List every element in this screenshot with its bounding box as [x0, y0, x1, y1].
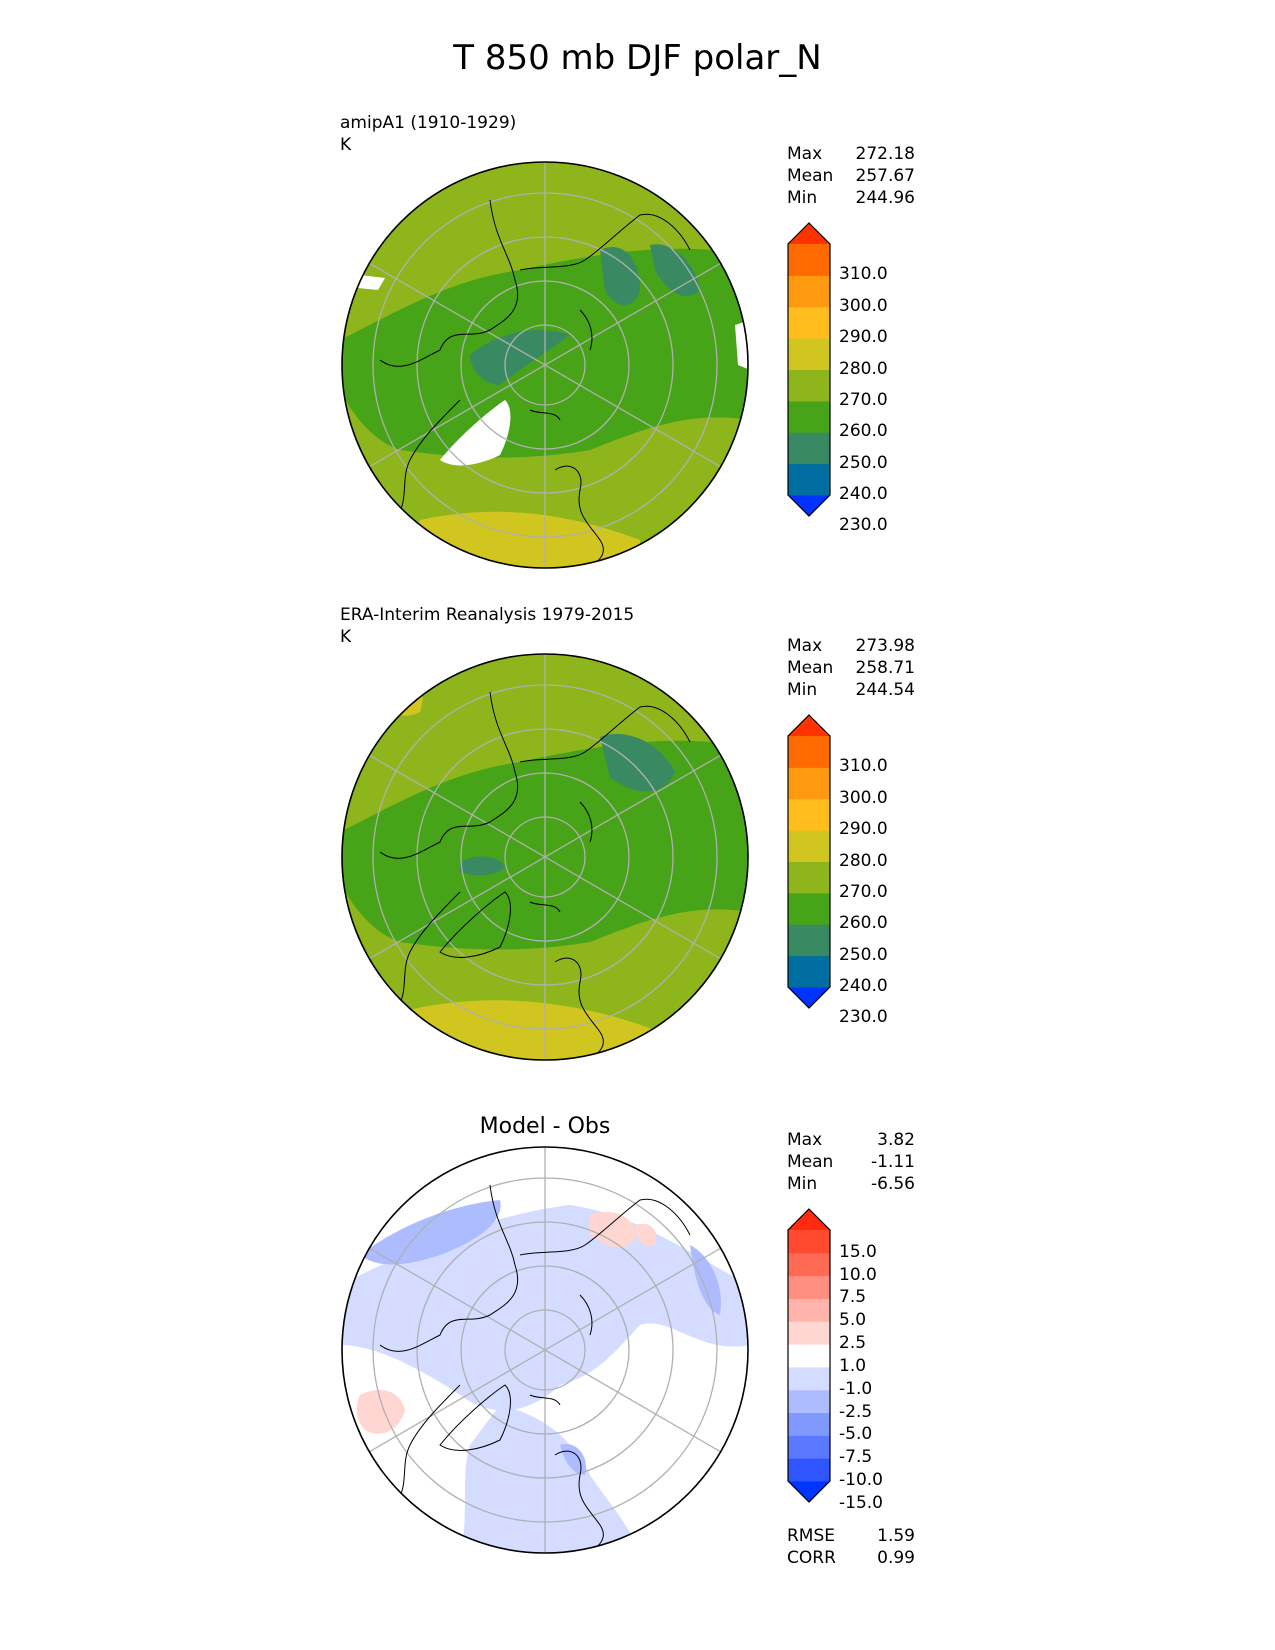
- stat-min: Min 244.96: [787, 188, 915, 208]
- colorbar-outline: [787, 222, 831, 517]
- stat-mean: Mean 258.71: [787, 658, 915, 678]
- colorbar-tick-label: 300.0: [839, 787, 888, 808]
- panel-obs-label: ERA-Interim Reanalysis 1979-2015 K: [340, 604, 634, 648]
- colorbar-tick-label: 240.0: [839, 976, 888, 996]
- polar-map-model: [341, 161, 749, 569]
- colorbar-obs: [787, 714, 831, 1009]
- colorbar-segment: [788, 1458, 830, 1482]
- colorbar-tick-label: 270.0: [839, 389, 888, 410]
- colorbar-segment: [788, 1481, 830, 1502]
- colorbar-tick-label: 5.0: [839, 1310, 867, 1331]
- colorbar-tick-label: 280.0: [839, 850, 888, 871]
- colorbar-tick-label: 230.0: [839, 1007, 888, 1028]
- stat-mean: Mean -1.11: [787, 1152, 915, 1172]
- colorbar-segment: [788, 715, 830, 736]
- colorbar-segment: [788, 400, 830, 433]
- panel-diff-title: Model - Obs: [479, 1114, 611, 1139]
- colorbar-tick-label: 260.0: [839, 913, 888, 934]
- polar-map-obs: [341, 653, 749, 1061]
- colorbar-segment: [788, 1366, 830, 1391]
- colorbar-model: [787, 222, 831, 517]
- colorbar-tick-label: -5.0: [839, 1424, 873, 1445]
- stat-corr: CORR 0.99: [787, 1548, 915, 1568]
- stat-min: Min 244.54: [787, 680, 915, 700]
- colorbar-segment: [788, 798, 830, 831]
- colorbar-tick-label: 270.0: [839, 881, 888, 902]
- colorbar-segment: [788, 495, 830, 516]
- colorbar-tick-label: 300.0: [839, 295, 888, 316]
- colorbar-segment: [788, 244, 830, 276]
- colorbar-segment: [788, 1321, 830, 1345]
- colorbar-tick-label: 310.0: [839, 264, 888, 285]
- colorbar-segment: [788, 955, 830, 988]
- stat-max: Max 3.82: [787, 1130, 915, 1150]
- colorbar-segment: [788, 275, 830, 308]
- colorbar-tick-label: 240.0: [839, 484, 888, 504]
- colorbar-tick-label: 1.0: [839, 1355, 867, 1376]
- figure-title: T 850 mb DJF polar_N: [453, 38, 822, 78]
- colorbar-segment: [788, 767, 830, 800]
- colorbar-diff: [787, 1208, 831, 1503]
- colorbar-tick-label: -10.0: [839, 1470, 883, 1490]
- colorbar-tick-label: -1.0: [839, 1378, 873, 1399]
- stat-mean: Mean 257.67: [787, 166, 915, 186]
- panel-model-stats: Max 272.18 Mean 257.67 Min 244.96: [787, 143, 915, 209]
- colorbar-tick-label: 7.5: [839, 1287, 867, 1308]
- panel-obs-units: K: [340, 627, 352, 647]
- colorbar-segment: [788, 369, 830, 402]
- polar-map-diff: [341, 1146, 749, 1554]
- colorbar-segment: [788, 736, 830, 768]
- panel-obs-name: ERA-Interim Reanalysis 1979-2015: [340, 605, 635, 625]
- panel-diff-footer: RMSE 1.59 CORR 0.99: [787, 1525, 915, 1569]
- stat-max: Max 272.18: [787, 144, 915, 164]
- colorbar-tick-label: 250.0: [839, 944, 888, 965]
- colorbar-segment: [788, 306, 830, 339]
- panel-model-name: amipA1 (1910-1929): [340, 113, 517, 133]
- stat-max: Max 273.98: [787, 636, 915, 656]
- colorbar-outline: [787, 1208, 831, 1503]
- colorbar-segment: [788, 1252, 830, 1277]
- colorbar-tick-label: 10.0: [839, 1264, 877, 1285]
- colorbar-segment: [788, 463, 830, 496]
- panel-model-label: amipA1 (1910-1929) K: [340, 112, 516, 156]
- colorbar-tick-label: 310.0: [839, 756, 888, 777]
- colorbar-tick-label: -7.5: [839, 1447, 873, 1468]
- colorbar-tick-label: 260.0: [839, 421, 888, 442]
- colorbar-tick-label: 290.0: [839, 819, 888, 840]
- colorbar-segment: [788, 1298, 830, 1322]
- colorbar-segment: [788, 892, 830, 925]
- colorbar-segment: [788, 1412, 830, 1436]
- stat-min: Min -6.56: [787, 1174, 915, 1194]
- colorbar-tick-label: -2.5: [839, 1401, 873, 1422]
- colorbar-segment: [788, 432, 830, 465]
- colorbar-segment: [788, 1344, 830, 1368]
- stat-rmse: RMSE 1.59: [787, 1526, 915, 1546]
- colorbar-segment: [788, 1435, 830, 1459]
- colorbar-tick-label: 250.0: [839, 452, 888, 473]
- colorbar-segment: [788, 830, 830, 862]
- colorbar-segment: [788, 987, 830, 1008]
- colorbar-segment: [788, 223, 830, 244]
- colorbar-segment: [788, 1209, 830, 1230]
- colorbar-segment: [788, 1275, 830, 1299]
- colorbar-tick-label: 280.0: [839, 358, 888, 379]
- colorbar-tick-label: 15.0: [839, 1241, 877, 1262]
- panel-diff-stats: Max 3.82 Mean -1.11 Min -6.56: [787, 1129, 915, 1195]
- colorbar-tick-label: -15.0: [839, 1492, 883, 1513]
- colorbar-tick-label: 290.0: [839, 327, 888, 348]
- colorbar-segment: [788, 1389, 830, 1414]
- colorbar-tick-label: 2.5: [839, 1333, 867, 1354]
- panel-obs-stats: Max 273.98 Mean 258.71 Min 244.54: [787, 635, 915, 701]
- colorbar-segment: [788, 338, 830, 370]
- colorbar-segment: [788, 861, 830, 894]
- colorbar-tick-label: 230.0: [839, 515, 888, 536]
- panel-model-units: K: [340, 135, 352, 155]
- colorbar-segment: [788, 1230, 830, 1254]
- colorbar-segment: [788, 924, 830, 957]
- colorbar-outline: [787, 714, 831, 1009]
